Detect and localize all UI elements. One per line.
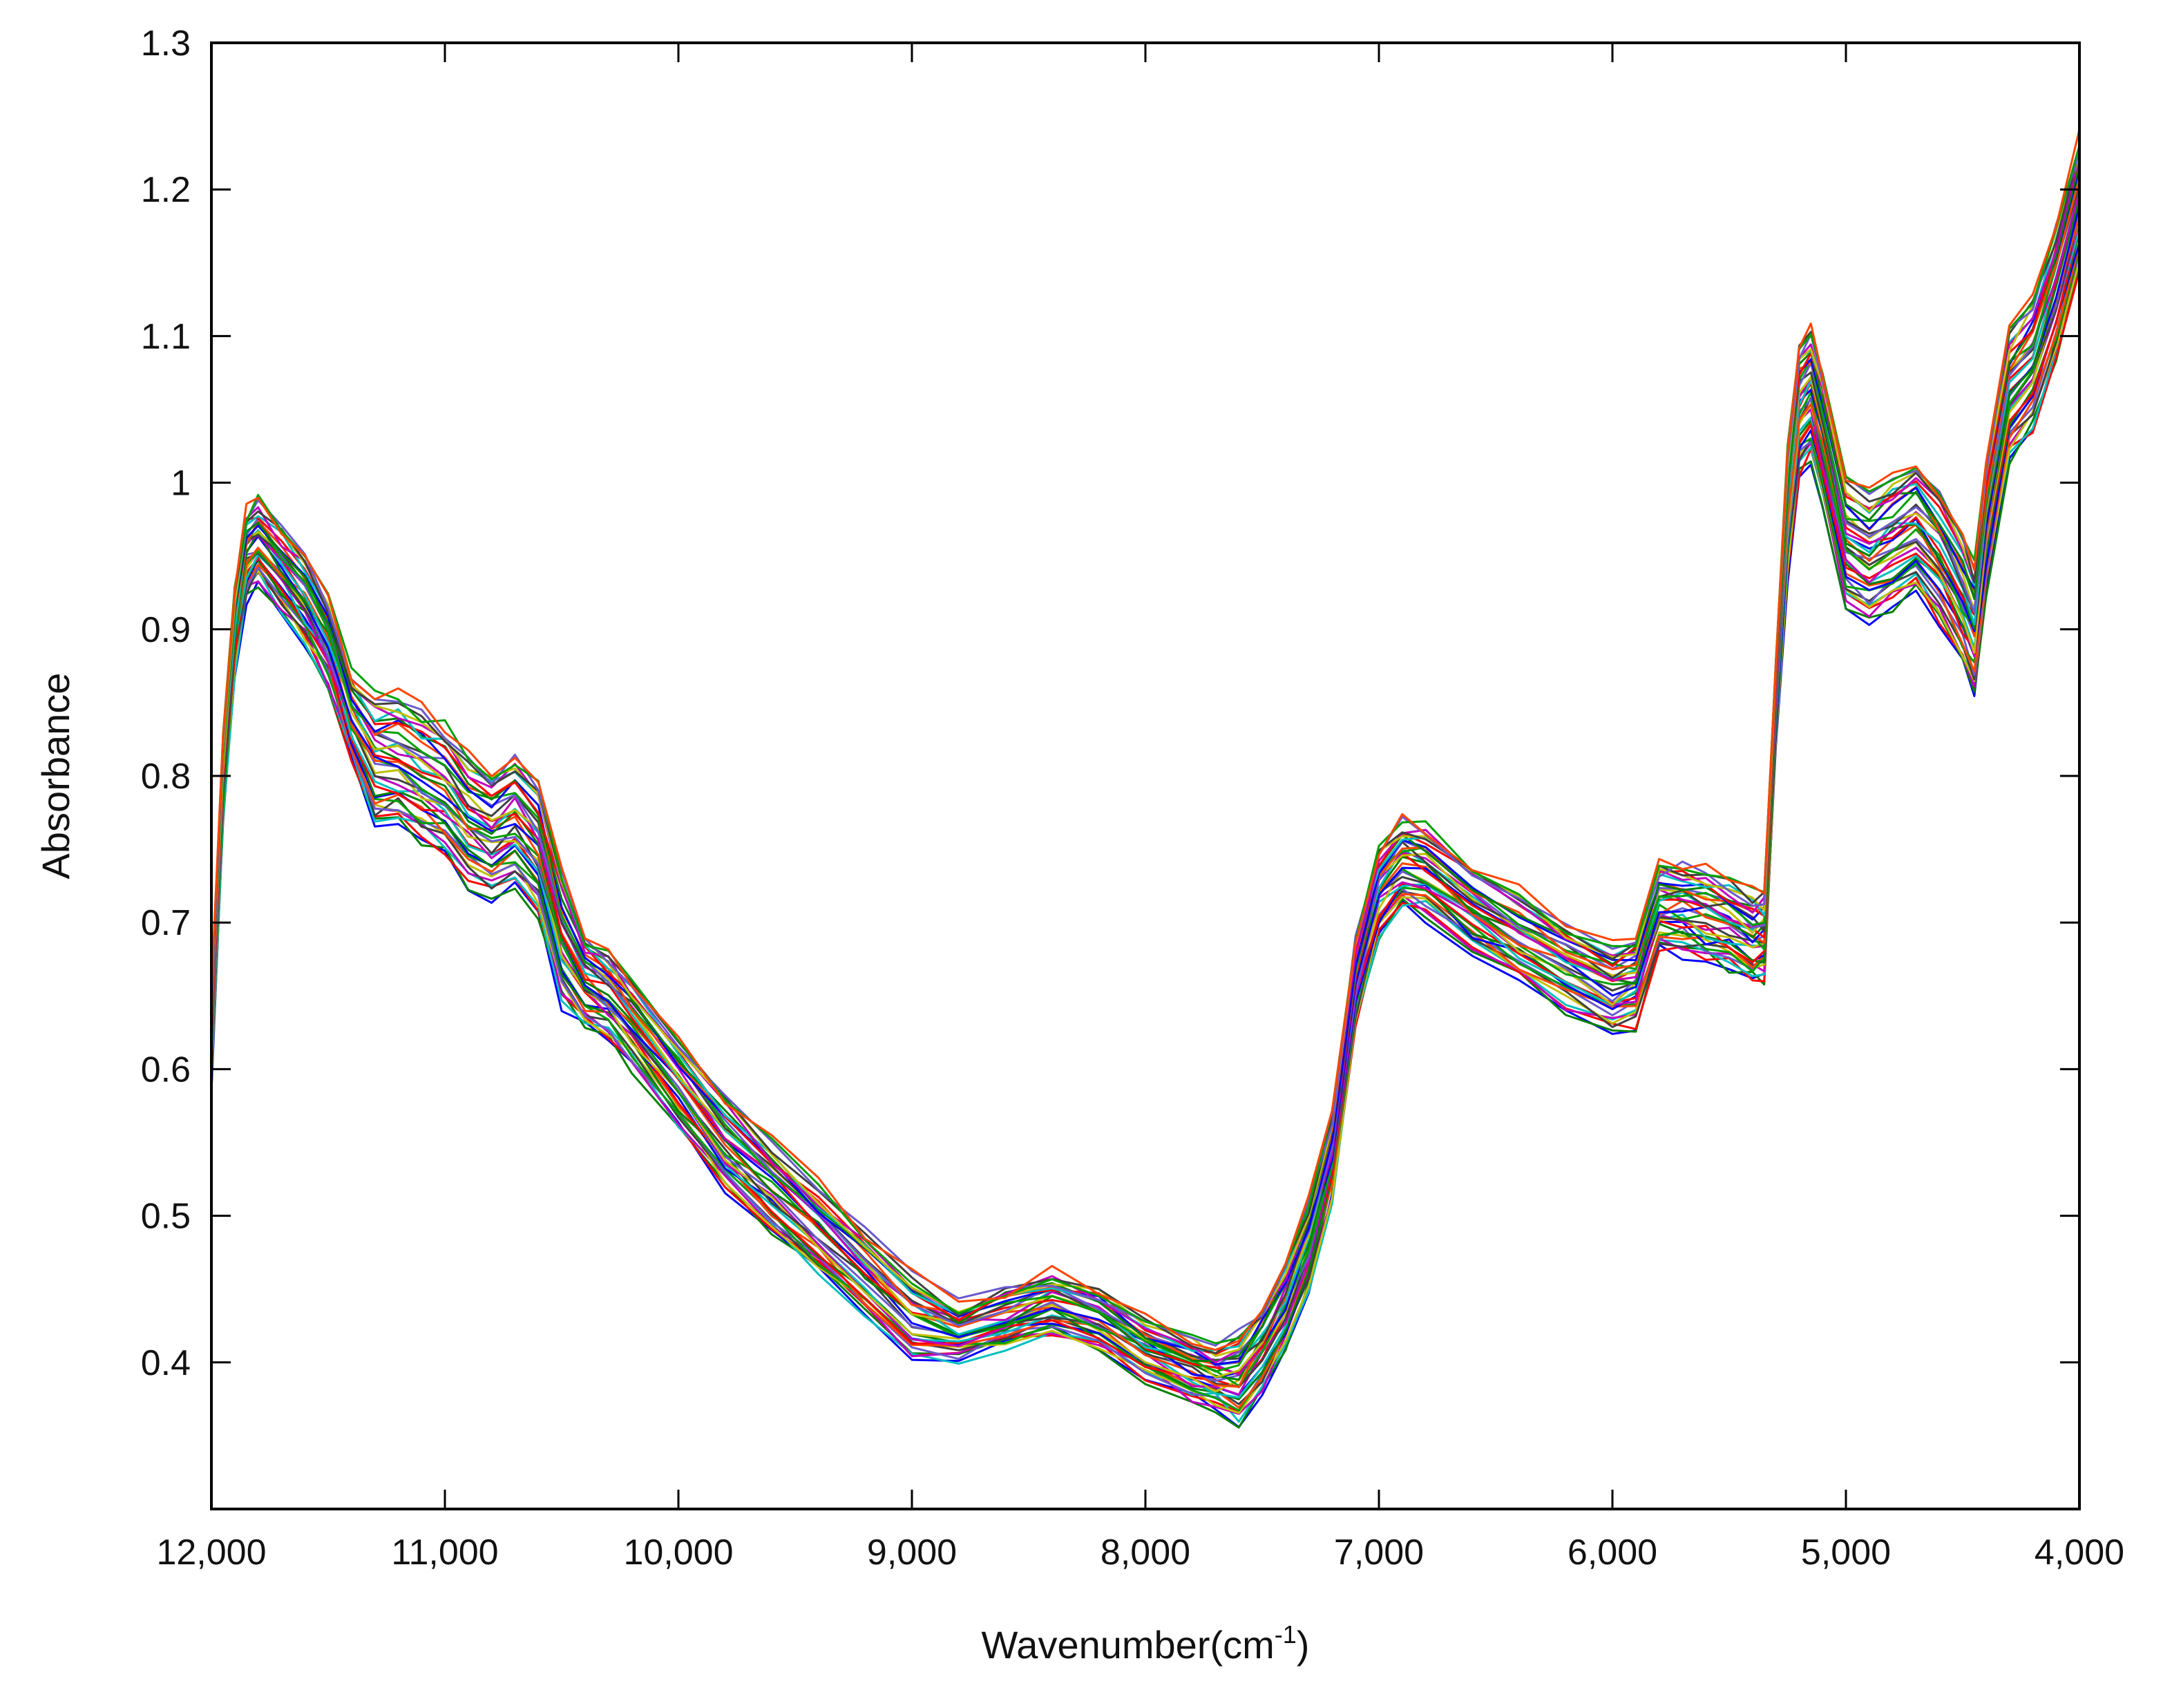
spectrum-line: [210, 154, 2081, 1357]
x-axis-title-superscript: -1: [1275, 1620, 1297, 1649]
x-tick-label: 4,000: [2035, 1533, 2124, 1573]
x-axis-title-main: Wavenumber(cm: [982, 1623, 1275, 1667]
y-tick-label: 0.8: [141, 757, 191, 797]
y-tick-label: 0.9: [141, 610, 191, 650]
y-tick-label: 0.5: [141, 1197, 191, 1237]
spectrum-line: [210, 151, 2081, 1347]
y-tick-label: 0.7: [141, 903, 191, 943]
spectrum-line: [210, 162, 2081, 1363]
y-tick-label: 1.2: [141, 170, 191, 210]
x-tick-label: 8,000: [1101, 1533, 1190, 1573]
x-tick-label: 7,000: [1334, 1533, 1424, 1573]
x-tick-label: 10,000: [623, 1533, 733, 1573]
spectrum-line: [210, 149, 2081, 1355]
x-axis-title: Wavenumber(cm-1): [982, 1620, 1310, 1667]
spectrum-line: [210, 198, 2081, 1381]
y-tick-label: 1.1: [141, 316, 191, 357]
y-tick-label: 0.6: [141, 1050, 191, 1090]
spectrum-line: [210, 153, 2081, 1364]
y-tick-label: 1: [171, 464, 191, 504]
y-tick-label: 1.3: [141, 23, 191, 64]
x-tick-label: 11,000: [391, 1533, 498, 1573]
x-tick-label: 12,000: [156, 1533, 266, 1573]
x-tick-label: 6,000: [1568, 1533, 1657, 1573]
x-axis-title-close: ): [1297, 1623, 1310, 1667]
spectrum-line: [210, 144, 2081, 1345]
y-axis-title: Absorbance: [34, 673, 77, 880]
series-layer: [210, 129, 2081, 1429]
spectrum-line: [210, 157, 2081, 1356]
y-tick-label: 0.4: [141, 1343, 191, 1383]
spectrum-line: [210, 129, 2081, 1351]
x-tick-label: 9,000: [867, 1533, 957, 1573]
ticks-layer: 12,000 11,000 10,000 9,000 8,000 7,000 6,000 5,…: [141, 23, 2124, 1573]
x-tick-label: 5,000: [1801, 1533, 1891, 1573]
spectrum-line: [210, 203, 2081, 1387]
spectrum-line: [210, 157, 2081, 1352]
